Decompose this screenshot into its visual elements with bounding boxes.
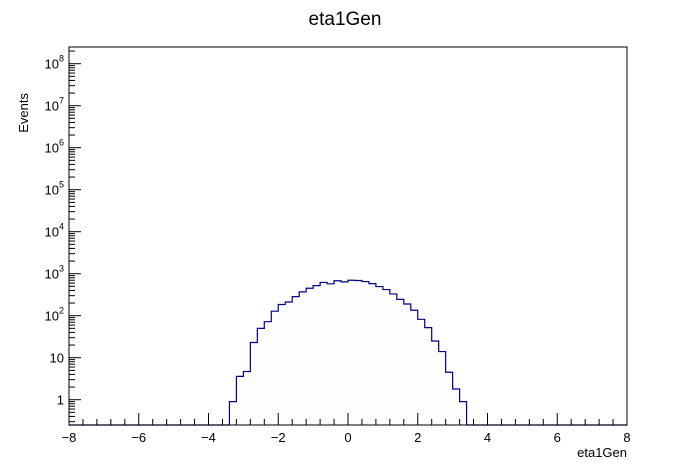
histogram-bin [431,341,439,425]
histogram-bin [327,283,335,425]
histogram-fill-layer [229,280,467,425]
histogram-bin [389,293,397,425]
y-axis-title: Events [16,93,31,133]
x-tick-label: 0 [344,430,351,445]
histogram-bin [320,282,328,425]
x-tick-label: −6 [131,430,146,445]
x-tick-label: −2 [271,430,286,445]
histogram-bin [382,289,390,425]
histogram-bin [285,302,293,425]
x-tick-label: −4 [201,430,216,445]
y-tick-base: 10 [45,99,59,114]
y-tick-exponent: 6 [59,138,64,148]
histogram-bin [348,280,355,425]
y-tick-label: 105 [45,180,64,198]
histogram-bin [250,342,258,425]
histogram-bin [236,376,244,425]
x-tick-label: 8 [623,430,630,445]
histogram-bin [299,291,307,425]
histogram-bin [410,310,418,425]
y-tick-label: 103 [45,264,64,282]
y-tick-exponent: 2 [59,306,64,316]
histogram-bin [313,285,321,425]
histogram-bin [438,351,446,425]
x-tick-label: −8 [62,430,77,445]
y-tick-label: 107 [45,96,64,114]
histogram-bin [403,304,411,425]
y-tick-exponent: 3 [59,264,64,274]
y-tick-label: 10 [50,351,64,366]
histogram-bin [354,280,362,425]
y-tick-base: 10 [45,183,59,198]
y-tick-exponent: 4 [59,222,64,232]
y-tick-exponent: 5 [59,180,64,190]
histogram-bin [424,327,432,425]
histogram-bin [306,288,314,425]
y-tick-base: 10 [45,225,59,240]
y-tick-label: 1 [57,393,64,408]
histogram-bin [257,328,265,425]
y-tick-base: 10 [45,141,59,156]
histogram-bin [452,388,460,425]
histogram-outline [69,279,627,426]
x-tick-label: 6 [554,430,561,445]
chart-title: eta1Gen [309,9,382,30]
histogram-bin [271,311,279,425]
y-tick-base: 10 [45,267,59,282]
x-axis: −8 −6 −4 −2 0 2 4 6 8 [62,413,631,445]
histogram-bin [445,372,453,425]
histogram-bin [264,321,272,425]
histogram-bin [361,281,369,425]
y-tick-base: 10 [50,351,64,366]
y-tick-exponent: 7 [59,96,64,106]
y-tick-label: 102 [45,306,64,324]
x-tick-label: 2 [414,430,421,445]
y-tick-label: 106 [45,138,64,156]
histogram-line-layer [69,279,627,426]
histogram-bin [375,286,383,425]
histogram-bin [292,296,300,425]
histogram-bin [459,401,467,425]
histogram-bin [396,299,404,425]
x-tick-label: 4 [484,430,491,445]
y-tick-base: 10 [45,309,59,324]
histogram-bin [229,401,237,425]
histogram-bin [341,281,348,425]
histogram-bin [278,304,286,425]
x-axis-title: eta1Gen [577,445,627,460]
histogram-bin [334,280,342,425]
y-tick-base: 1 [57,393,64,408]
histogram-bin [243,371,251,425]
histogram-bin [368,283,376,425]
y-tick-label: 108 [45,54,64,72]
y-tick-exponent: 8 [59,54,64,64]
y-tick-label: 104 [45,222,64,240]
histogram-bin [417,319,425,425]
y-tick-base: 10 [45,57,59,72]
